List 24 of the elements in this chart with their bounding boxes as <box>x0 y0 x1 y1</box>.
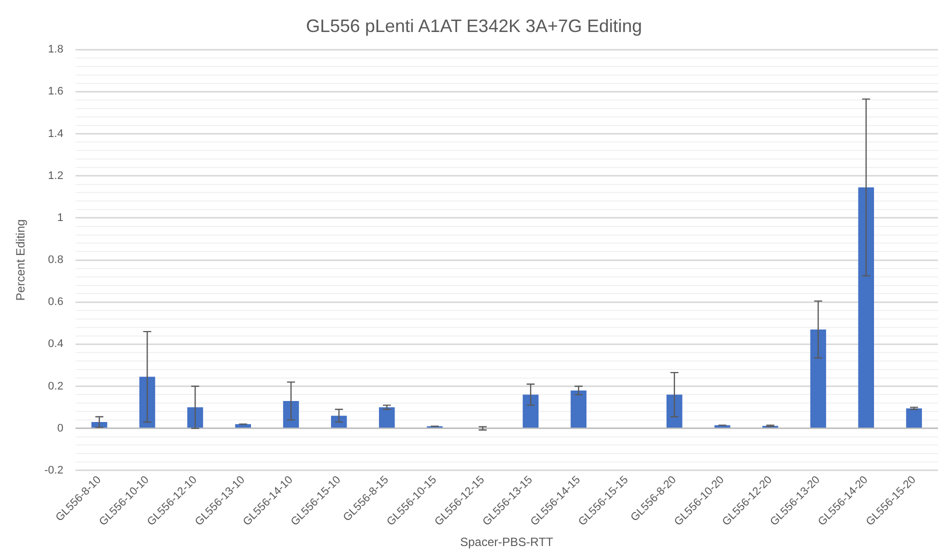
y-tick-label: 1.6 <box>48 86 64 98</box>
bar <box>810 329 826 428</box>
bar <box>522 394 539 428</box>
y-tick-label: 1.4 <box>48 128 64 140</box>
chart-title: GL556 pLenti A1AT E342K 3A+7G Editing <box>306 16 642 36</box>
bar <box>378 407 395 428</box>
y-tick-label: 1.2 <box>48 170 64 182</box>
y-tick-label: 0.2 <box>48 380 64 392</box>
y-tick-label: 1.8 <box>48 44 64 56</box>
bar <box>666 394 682 428</box>
x-axis-title: Spacer-PBS-RTT <box>460 535 554 550</box>
bar <box>235 424 251 428</box>
bar <box>331 416 347 428</box>
bar <box>283 400 299 428</box>
y-axis-title: Percent Editing <box>14 219 28 301</box>
y-tick-label: 0 <box>57 422 64 434</box>
bar <box>858 187 874 428</box>
y-tick-label: -0.2 <box>44 464 64 476</box>
y-tick-label: 1 <box>57 212 64 224</box>
bar <box>906 408 922 428</box>
y-tick-label: 0.8 <box>48 254 64 266</box>
y-tick-label: 0.6 <box>48 296 64 308</box>
bar <box>570 390 586 428</box>
y-tick-label: 0.4 <box>48 338 64 350</box>
